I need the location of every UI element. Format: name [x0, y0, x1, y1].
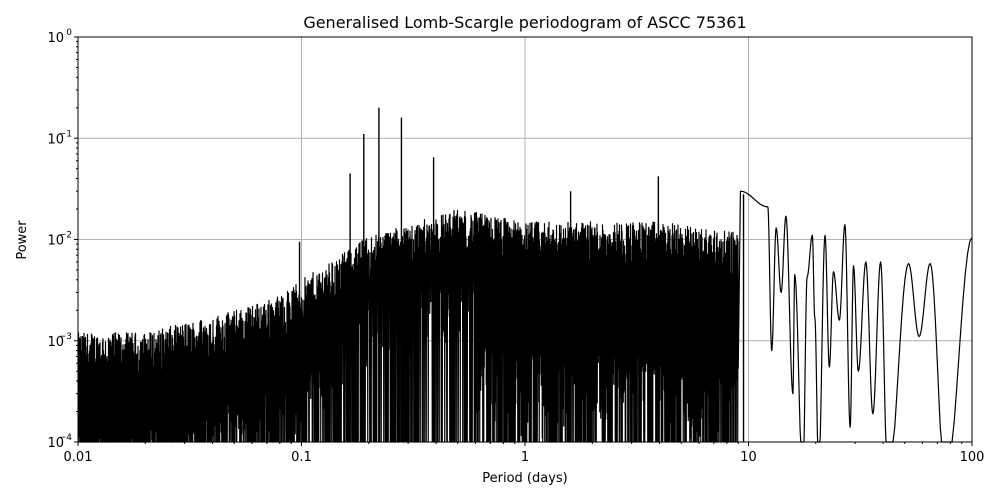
- chart-title: Generalised Lomb-Scargle periodogram of …: [303, 13, 746, 32]
- x-tick-label: 0.1: [291, 450, 312, 465]
- periodogram-series: [77, 107, 973, 443]
- y-tick-exponent: 0: [66, 28, 72, 38]
- x-tick-label: 10: [740, 450, 757, 465]
- y-axis-label: Power: [15, 220, 30, 260]
- y-tick-label: 10: [47, 234, 64, 249]
- y-axis-ticks: 10 010−110−210−310−4: [47, 28, 78, 451]
- y-tick-label: 10: [47, 31, 64, 46]
- y-tick-label: 10: [47, 436, 64, 451]
- y-tick-exponent: −3: [59, 332, 72, 342]
- x-axis-label: Period (days): [482, 471, 568, 486]
- x-tick-label: 0.01: [64, 450, 93, 465]
- x-tick-label: 1: [521, 450, 529, 465]
- x-tick-label: 100: [960, 450, 985, 465]
- x-axis-ticks: 0.01 0.1 1 10 100: [64, 442, 985, 465]
- y-tick-exponent: −1: [59, 129, 72, 139]
- y-tick-exponent: −4: [59, 433, 73, 443]
- y-tick-label: 10: [47, 132, 64, 147]
- y-tick-label: 10: [47, 335, 64, 350]
- y-tick-exponent: −2: [59, 231, 72, 241]
